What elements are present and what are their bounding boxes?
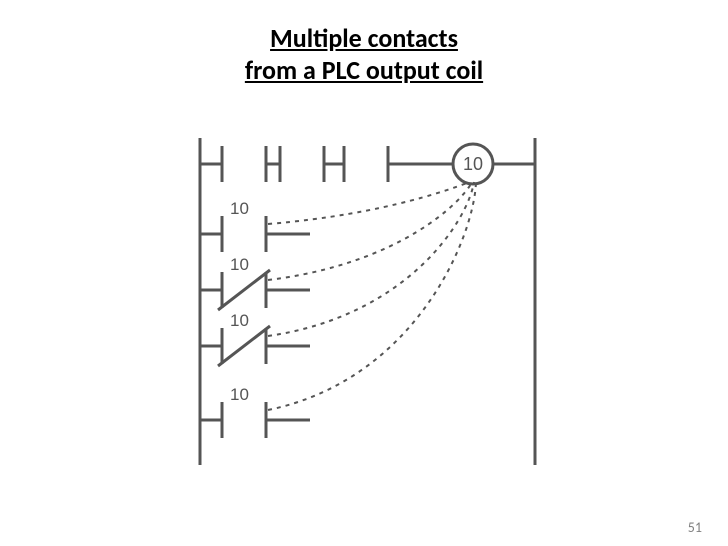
contact-label: 10 — [230, 199, 249, 218]
ladder-diagram: 10 10 10 10 10 — [190, 130, 538, 500]
reference-curve — [268, 182, 470, 224]
contact-label: 10 — [230, 255, 249, 274]
reference-curve — [268, 182, 476, 410]
page-number: 51 — [688, 519, 702, 536]
contact-label: 10 — [230, 385, 249, 404]
reference-curve — [268, 182, 472, 280]
contact-label: 10 — [230, 311, 249, 330]
coil-label: 10 — [463, 154, 483, 174]
slide-title-line1: Multiple contacts — [0, 22, 728, 54]
slide-title-line2: from a PLC output coil — [0, 54, 728, 86]
reference-curve — [268, 182, 474, 336]
